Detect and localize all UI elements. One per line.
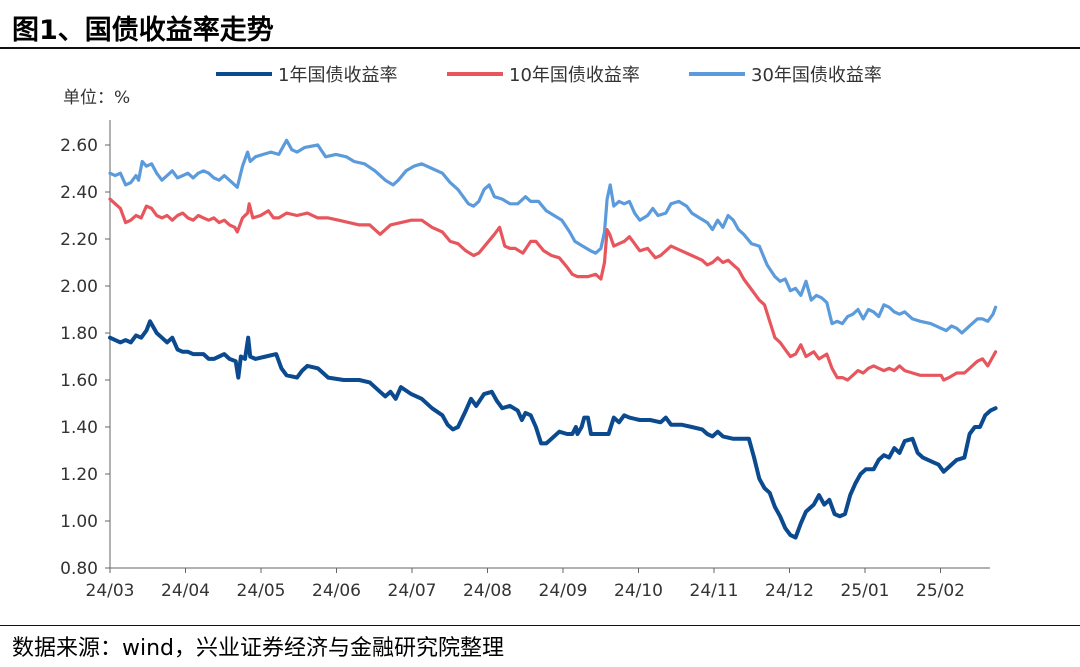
legend-label: 1年国债收益率 xyxy=(278,65,397,86)
y-tick-label: 0.80 xyxy=(60,559,98,579)
y-tick-label: 1.80 xyxy=(60,324,98,344)
unit-label: 单位：% xyxy=(63,88,130,108)
y-tick-label: 2.00 xyxy=(60,277,98,297)
y-tick-label: 2.20 xyxy=(60,230,98,250)
x-tick-label: 24/10 xyxy=(614,581,663,601)
y-tick-label: 1.60 xyxy=(60,371,98,391)
chart-series xyxy=(108,138,998,540)
source-rule xyxy=(0,625,1080,626)
x-tick-label: 24/03 xyxy=(86,581,135,601)
y-tick-label: 1.20 xyxy=(60,465,98,485)
title-rule xyxy=(0,47,1080,49)
source-note: 数据来源：wind，兴业证券经济与金融研究院整理 xyxy=(12,636,505,661)
x-tick-label: 25/02 xyxy=(916,581,965,601)
x-tick-label: 24/06 xyxy=(312,581,361,601)
x-tick-label: 24/09 xyxy=(539,581,588,601)
y-tick-label: 1.40 xyxy=(60,418,98,438)
y-tick-label: 1.00 xyxy=(60,512,98,532)
chart-legend: 1年国债收益率 10年国债收益率 30年国债收益率 xyxy=(216,65,882,86)
x-tick-label: 24/04 xyxy=(161,581,210,601)
x-tick-label: 24/07 xyxy=(388,581,437,601)
series-line-1y xyxy=(108,319,998,540)
series-line-10y xyxy=(108,197,998,382)
series-line-30y xyxy=(108,138,998,335)
legend-label: 10年国债收益率 xyxy=(509,65,640,86)
y-tick-label: 2.60 xyxy=(60,136,98,156)
x-tick-label: 24/05 xyxy=(237,581,286,601)
x-tick-label: 24/12 xyxy=(765,581,814,601)
y-tick-label: 2.40 xyxy=(60,183,98,203)
legend-label: 30年国债收益率 xyxy=(751,65,882,86)
chart-axes: 0.80 1.00 1.20 1.40 1.60 1.80 2.00 2.20 2.40 2.60… xyxy=(60,120,990,601)
x-tick-label: 24/08 xyxy=(463,581,512,601)
x-tick-label: 24/11 xyxy=(690,581,739,601)
x-tick-label: 25/01 xyxy=(841,581,890,601)
page-title: 图1、国债收益率走势 xyxy=(12,15,274,46)
